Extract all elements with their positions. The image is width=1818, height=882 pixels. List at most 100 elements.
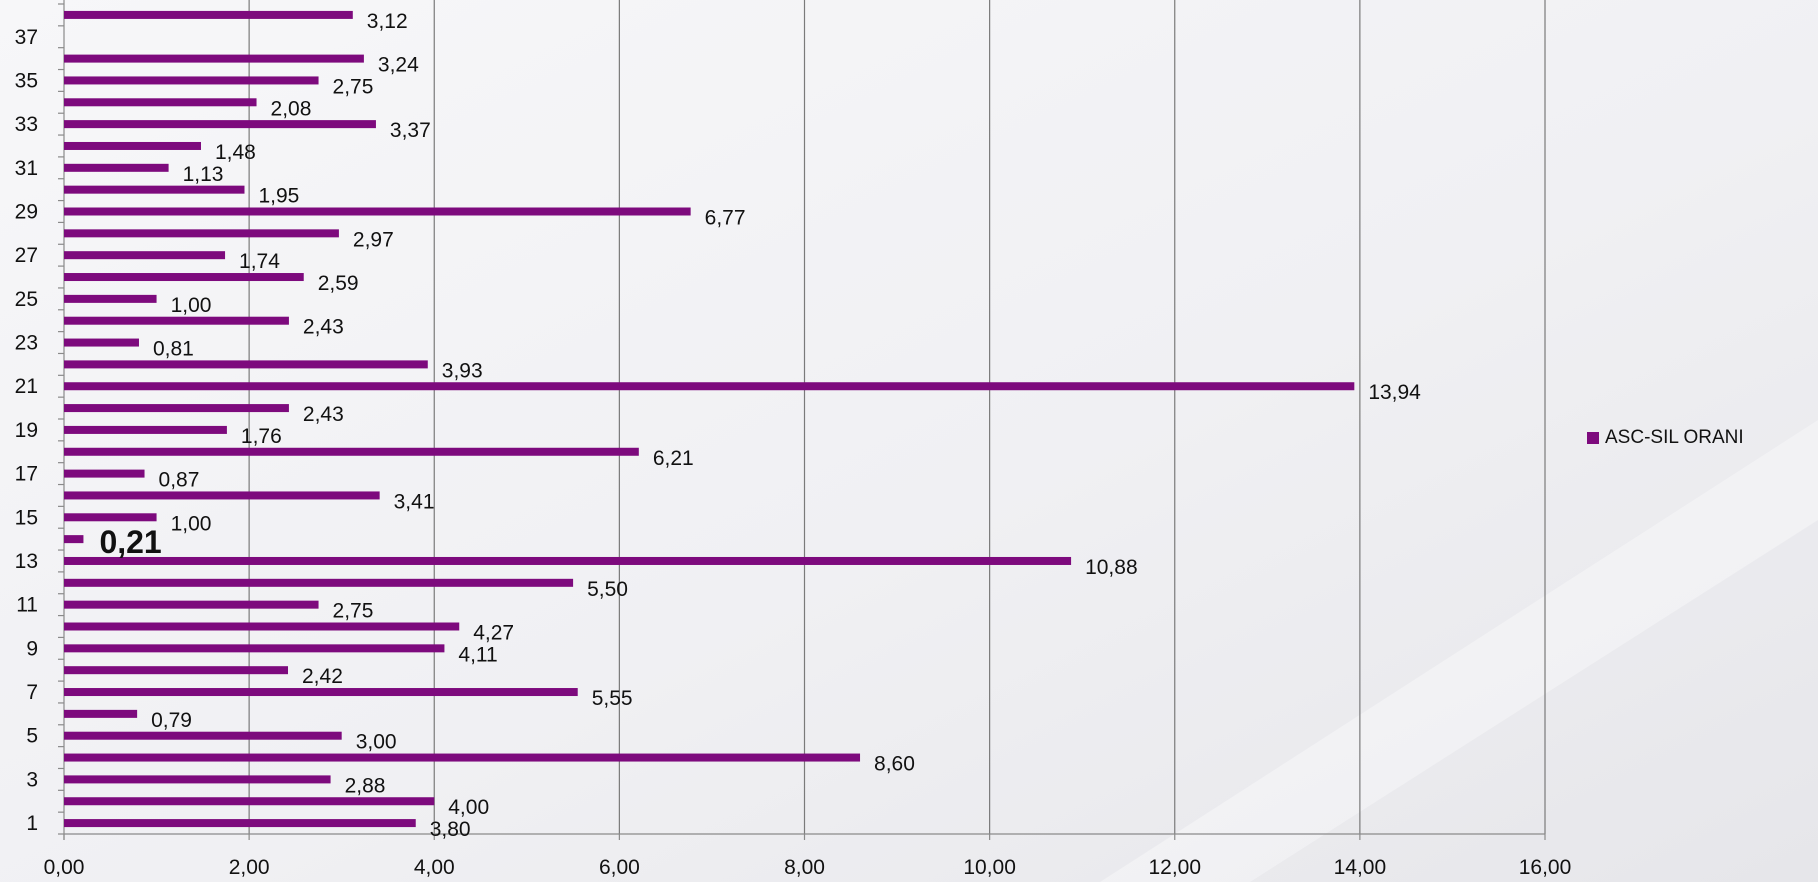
bar [64,207,691,216]
data-label: 13,94 [1368,381,1421,404]
data-label: 2,88 [345,774,386,797]
bar [64,120,376,129]
data-label: 0,79 [151,709,192,732]
bar [64,469,145,478]
bar [64,644,445,653]
bar [64,229,339,238]
bar [64,98,257,107]
x-tick-label: 12,00 [1148,856,1201,879]
y-tick-label: 33 [15,113,38,136]
data-label: 3,24 [378,54,419,77]
data-label: 2,43 [303,316,344,339]
bar [64,185,245,194]
x-tick-label: 2,00 [229,856,270,879]
x-tick-label: 10,00 [963,856,1016,879]
x-tick-label: 16,00 [1519,856,1572,879]
bar [64,709,138,718]
data-label: 3,12 [367,10,408,33]
bar [64,163,169,172]
bar [64,382,1355,391]
gridlines [248,0,1546,834]
bar [64,535,84,544]
bar [64,578,574,587]
bar [64,775,331,784]
y-tick-label: 5 [26,725,38,748]
y-tick-label: 7 [26,681,38,704]
data-label: 1,00 [171,512,212,535]
bar [64,797,435,806]
bar [64,360,428,369]
bar [64,294,157,303]
data-label: 1,95 [258,185,299,208]
data-label: 8,60 [874,753,915,776]
data-label: 3,00 [356,731,397,754]
bar [64,404,289,413]
x-tick-label: 14,00 [1334,856,1387,879]
bar [64,425,227,434]
data-label: 1,13 [183,163,224,186]
y-tick-label: 15 [15,506,38,529]
data-label: 5,50 [587,578,628,601]
bar [64,447,639,456]
bar [64,556,1072,565]
bar [64,316,289,325]
data-label: 2,75 [333,600,374,623]
y-tick-label: 29 [15,201,38,224]
bar [64,622,460,631]
data-label: 2,43 [303,403,344,426]
legend-swatch [1587,432,1599,444]
data-label: 1,00 [171,294,212,317]
data-label: 4,00 [448,796,489,819]
data-label: 2,75 [333,75,374,98]
axes [58,0,1546,840]
bar [64,338,139,347]
bars [64,10,1355,828]
y-tick-label: 9 [26,637,38,660]
legend: ASC-SIL ORANI [1587,427,1744,449]
data-label: 1,48 [215,141,256,164]
data-label: 0,81 [153,338,194,361]
y-tick-label: 35 [15,69,38,92]
y-tick-label: 3 [26,768,38,791]
data-label: 6,21 [653,447,694,470]
data-label: 0,87 [159,469,200,492]
bar [64,10,353,19]
data-label: 2,59 [318,272,359,295]
legend-label: ASC-SIL ORANI [1605,427,1744,448]
bar [64,819,416,828]
y-tick-label: 13 [15,550,38,573]
data-label: 2,42 [302,665,343,688]
data-label: 4,11 [458,643,497,666]
bar [64,54,364,63]
x-axis-tick-labels: 0,00 2,00 4,00 6,00 8,00 10,00 12,00 14,00 16,00 [44,856,1572,879]
x-tick-label: 6,00 [599,856,640,879]
bar [64,273,304,282]
bar [64,251,226,260]
bar [64,491,380,500]
data-label: 6,77 [705,207,746,230]
data-labels: 3,804,00 2,88 8,60 3,00 0,79 5,55 2,42 4,114,27… [99,10,1421,841]
data-label: 2,08 [271,97,312,120]
y-tick-label: 11 [16,594,38,617]
y-tick-label: 23 [15,332,38,355]
data-label: 10,88 [1085,556,1138,579]
bar [64,753,861,762]
bar [64,731,342,740]
y-tick-label: 21 [15,375,38,398]
data-label: 3,93 [442,359,483,382]
bar [64,666,289,675]
bar [64,76,319,85]
bar [64,600,319,609]
bar [64,141,201,150]
y-tick-label: 25 [15,288,38,311]
data-label: 2,97 [353,228,394,251]
data-label: 4,27 [473,622,514,645]
x-tick-label: 4,00 [414,856,455,879]
data-label-highlighted: 0,21 [99,524,161,560]
y-tick-label: 37 [15,26,38,49]
y-tick-label: 17 [15,463,38,486]
data-label: 3,80 [430,818,471,841]
y-tick-label: 1 [26,812,38,835]
